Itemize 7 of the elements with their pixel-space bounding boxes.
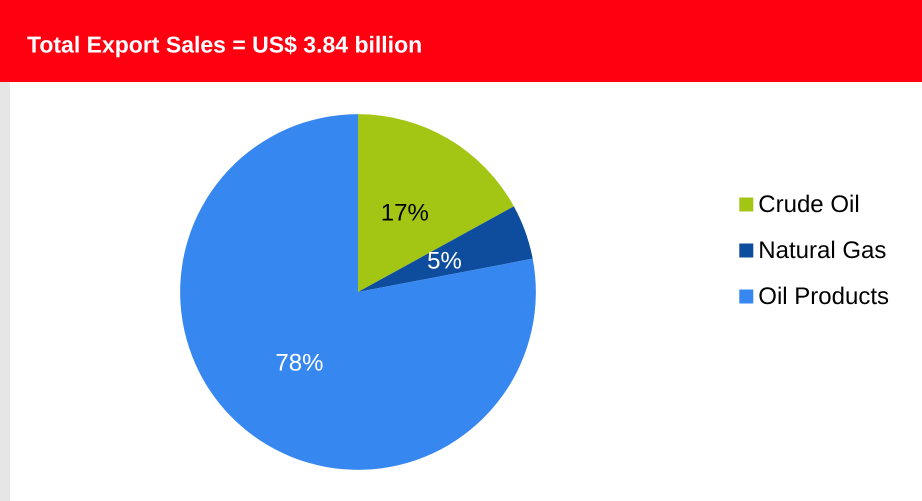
data-label: 78%: [275, 349, 324, 376]
legend-label: Crude Oil: [758, 191, 860, 218]
data-label: 5%: [427, 247, 462, 274]
data-label: 17%: [380, 199, 429, 226]
legend-label: Natural Gas: [758, 237, 886, 264]
chart-title: Total Export Sales = US$ 3.84 billion: [27, 32, 422, 58]
legend-label: Oil Products: [758, 283, 890, 310]
